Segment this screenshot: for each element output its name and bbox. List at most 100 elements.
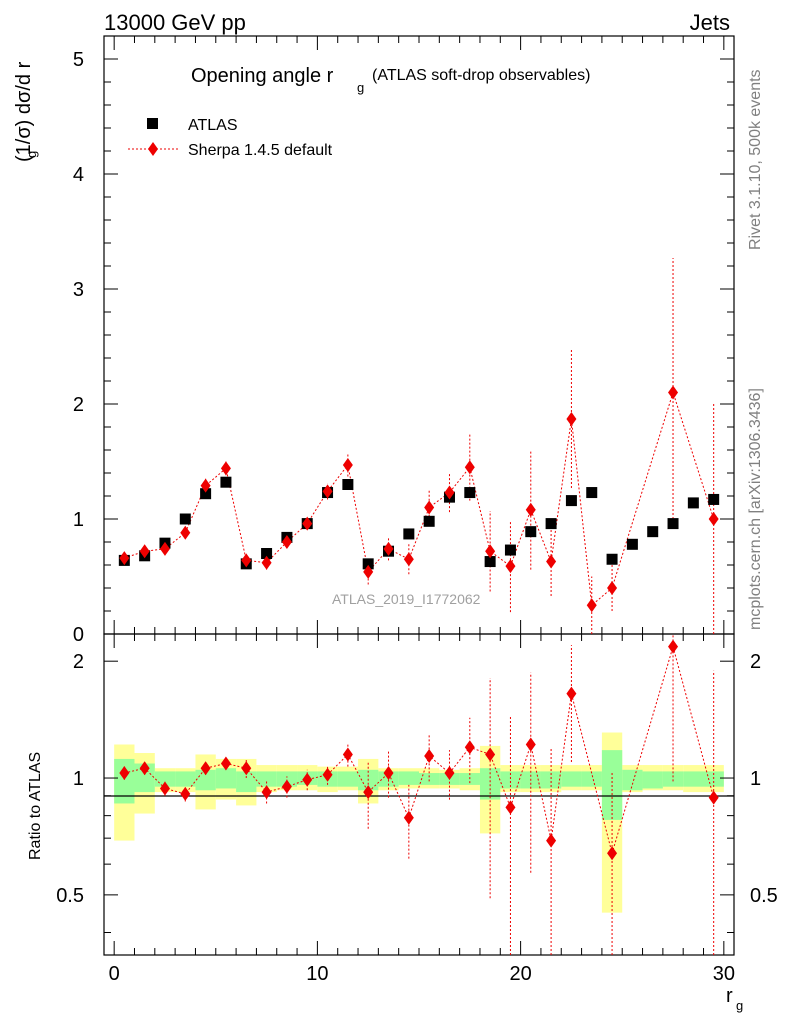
ratio-sherpa-line <box>124 644 715 856</box>
ratio-band-inner <box>154 771 176 787</box>
ratio-sherpa-point <box>180 786 191 801</box>
sherpa-point <box>139 544 150 559</box>
main-y-tick-label: 3 <box>73 279 84 301</box>
ratio-sherpa-point <box>403 810 414 825</box>
main-y-tick-label: 0 <box>73 624 84 646</box>
ratio-band-inner <box>337 771 359 787</box>
sherpa-point <box>464 460 475 475</box>
sherpa-line <box>124 390 715 607</box>
atlas-point <box>362 558 374 570</box>
legend-sherpa-label: Sherpa 1.4.5 default <box>188 142 333 159</box>
ratio-band-inner <box>134 763 155 793</box>
sherpa-point <box>220 461 231 476</box>
sherpa-point <box>525 502 536 517</box>
ratio-band-inner <box>662 771 684 787</box>
sherpa-point <box>363 564 374 579</box>
sherpa-point <box>708 512 719 526</box>
ratio-band-inner <box>236 771 257 793</box>
main-title-text: Opening angle r <box>191 65 334 87</box>
sherpa-point <box>342 457 353 472</box>
x-tick-label: 10 <box>306 963 328 985</box>
atlas-point <box>606 553 618 565</box>
ratio-sherpa-point <box>708 790 719 805</box>
main-y-tick-label: 4 <box>73 164 84 186</box>
legend-sherpa-marker <box>148 142 158 156</box>
ratio-sherpa-point <box>607 846 618 861</box>
main-marks <box>118 257 720 634</box>
ratio-y-tick-label-right: 0.5 <box>750 885 778 907</box>
ratio-band-inner <box>500 771 521 789</box>
legend: ATLAS Sherpa 1.4.5 default <box>128 117 333 159</box>
ratio-y-tick-label: 0.5 <box>56 885 84 907</box>
ratio-marks <box>119 634 719 955</box>
atlas-point <box>200 488 212 500</box>
ratio-sherpa-point <box>546 833 557 848</box>
atlas-point <box>708 493 720 505</box>
atlas-point <box>220 476 232 488</box>
atlas-point <box>647 526 659 538</box>
atlas-point <box>261 548 273 559</box>
sherpa-point <box>607 581 618 595</box>
ratio-band-inner <box>215 768 237 789</box>
ratio-y-tick-label-right: 2 <box>750 651 761 673</box>
ratio-sherpa-point <box>668 639 679 654</box>
ratio-band-inner <box>561 771 582 787</box>
ratio-sherpa-point <box>444 766 455 781</box>
sherpa-point <box>403 552 414 567</box>
atlas-point <box>179 513 191 525</box>
x-tick-label: 30 <box>713 963 735 985</box>
atlas-point <box>403 528 415 540</box>
atlas-point <box>626 538 638 550</box>
ratio-y-tick-label: 1 <box>73 768 84 790</box>
sherpa-point <box>424 500 435 515</box>
ratio-y-tick-label: 2 <box>73 651 84 673</box>
atlas-point <box>423 515 435 527</box>
atlas-point <box>565 495 577 507</box>
main-title: Opening angle r g (ATLAS soft-drop obser… <box>191 65 590 95</box>
sherpa-point <box>241 553 252 568</box>
atlas-point <box>545 518 557 530</box>
ratio-band-inner <box>683 771 704 787</box>
sherpa-point <box>119 551 130 566</box>
ratio-band-inner <box>114 758 135 804</box>
ratio-sherpa-point <box>200 761 211 776</box>
sherpa-point <box>546 554 557 569</box>
ratio-band-inner <box>479 768 501 800</box>
legend-atlas-label: ATLAS <box>188 117 238 134</box>
ratio-band-inner <box>581 771 602 787</box>
atlas-point <box>687 497 699 509</box>
sherpa-point <box>281 535 292 549</box>
ratio-sherpa-point <box>525 737 536 752</box>
sherpa-point <box>668 385 679 400</box>
atlas-point <box>464 487 476 499</box>
sherpa-point <box>566 411 577 426</box>
main-y-tick-label: 2 <box>73 394 84 416</box>
ratio-sherpa-point <box>281 779 292 794</box>
ratio-band-inner <box>622 769 643 791</box>
sherpa-point <box>444 485 455 500</box>
ratio-sherpa-point <box>363 785 374 800</box>
ratio-band-inner <box>276 771 298 787</box>
rivet-label: Rivet 3.1.10, 500k events <box>747 69 764 250</box>
sherpa-point <box>322 484 333 499</box>
main-ylabel-sub: g <box>24 151 39 158</box>
ratio-sherpa-point <box>139 761 150 776</box>
ratio-ylabel: Ratio to ATLAS <box>27 752 44 860</box>
ratio-xlabel-text: r <box>726 985 733 1007</box>
atlas-point <box>342 479 354 490</box>
ratio-xlabel: r g <box>726 985 743 1013</box>
sherpa-point <box>180 525 191 540</box>
main-y-tick-label: 5 <box>73 49 84 71</box>
ratio-sherpa-point <box>505 800 516 815</box>
ratio-sherpa-point <box>485 747 496 762</box>
main-ylabel: (1/σ) dσ/d r g <box>13 61 39 162</box>
axes: 0 10 20 30 0 1 2 3 4 5 0.5 0.5 1 1 2 2 <box>56 35 778 985</box>
main-y-tick-label: 1 <box>73 509 84 531</box>
main-ylabel-text: (1/σ) dσ/d r <box>13 61 35 162</box>
ratio-sherpa-point <box>241 761 252 776</box>
atlas-point <box>504 544 516 556</box>
x-tick-label: 20 <box>509 963 531 985</box>
ratio-band-inner <box>195 769 216 791</box>
ratio-sherpa-point <box>302 772 313 787</box>
atlas-point <box>667 518 679 530</box>
